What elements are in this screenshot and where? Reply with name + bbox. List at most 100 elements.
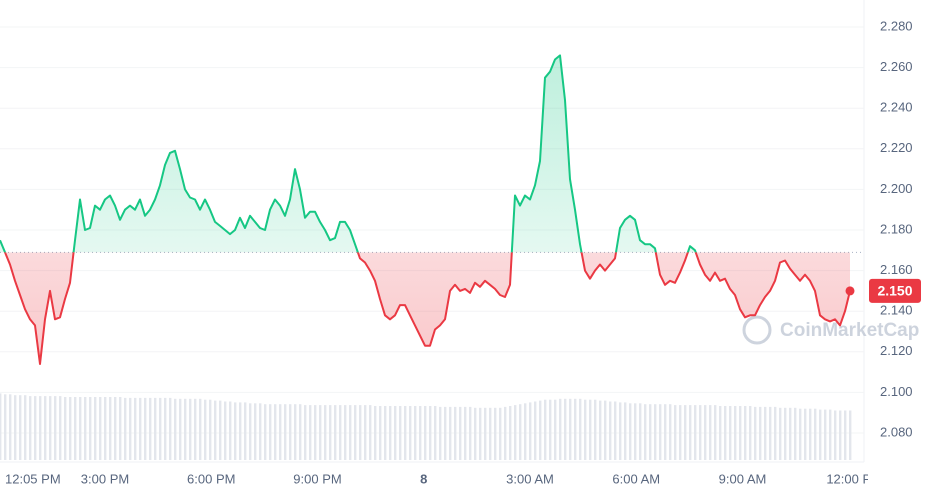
volume-bar	[304, 405, 307, 460]
volume-bar	[519, 404, 522, 460]
volume-bar	[199, 398, 202, 460]
volume-bar	[799, 408, 802, 460]
y-tick-label: 2.140	[880, 303, 913, 318]
volume-bar	[629, 403, 632, 460]
volume-bar	[194, 398, 197, 460]
volume-bar	[324, 405, 327, 460]
watermark: CoinMarketCap	[742, 315, 919, 345]
volume-bar	[359, 405, 362, 460]
volume-bar	[244, 402, 247, 460]
volume-bar	[339, 405, 342, 460]
volume-bar	[534, 401, 537, 460]
volume-bar	[249, 403, 252, 460]
volume-bar	[144, 397, 147, 460]
volume-bar	[429, 406, 432, 460]
volume-bar	[39, 396, 42, 460]
volume-bar	[699, 405, 702, 460]
volume-bar	[224, 401, 227, 460]
volume-bar	[749, 406, 752, 460]
volume-bar	[154, 397, 157, 460]
volume-bar	[664, 404, 667, 460]
volume-bar	[824, 409, 827, 460]
volume-bar	[729, 406, 732, 460]
volume-bar	[544, 399, 547, 460]
volume-bar	[674, 405, 677, 460]
volume-bar	[114, 397, 117, 460]
y-tick-label: 2.180	[880, 221, 913, 236]
volume-bar	[659, 404, 662, 460]
volume-bars	[0, 393, 852, 460]
volume-bar	[574, 398, 577, 460]
volume-bar	[119, 397, 122, 460]
volume-bar	[129, 397, 132, 460]
volume-bar	[819, 409, 822, 460]
x-tick-label: 6:00 AM	[612, 471, 660, 486]
volume-bar	[444, 406, 447, 460]
volume-bar	[294, 404, 297, 460]
volume-bar	[844, 410, 847, 460]
volume-bar	[634, 403, 637, 460]
volume-bar	[754, 406, 757, 460]
volume-bar	[369, 405, 372, 460]
volume-bar	[214, 400, 217, 460]
volume-bar	[724, 406, 727, 460]
volume-bar	[589, 399, 592, 460]
volume-bar	[619, 402, 622, 460]
volume-bar	[414, 406, 417, 460]
plot	[0, 54, 864, 365]
volume-bar	[579, 398, 582, 460]
volume-bar	[254, 403, 257, 460]
volume-bar	[74, 397, 77, 460]
volume-bar	[794, 407, 797, 460]
volume-bar	[284, 404, 287, 460]
volume-bar	[309, 405, 312, 460]
volume-bar	[24, 395, 27, 460]
y-tick-label: 2.240	[880, 100, 913, 115]
volume-bar	[329, 405, 332, 460]
volume-bar	[399, 406, 402, 460]
volume-bar	[279, 404, 282, 460]
volume-bar	[79, 397, 82, 460]
volume-bar	[274, 404, 277, 460]
line-down	[3, 252, 851, 365]
volume-bar	[594, 399, 597, 460]
y-tick-label: 2.220	[880, 140, 913, 155]
x-tick-label: 9:00 AM	[719, 471, 767, 486]
volume-bar	[179, 398, 182, 460]
volume-bar	[474, 407, 477, 460]
volume-bar	[9, 394, 12, 460]
volume-bar	[314, 405, 317, 460]
volume-bar	[44, 396, 47, 460]
volume-bar	[654, 404, 657, 460]
volume-bar	[34, 396, 37, 460]
volume-bar	[409, 406, 412, 460]
volume-bar	[564, 398, 567, 460]
volume-bar	[134, 397, 137, 460]
volume-bar	[169, 397, 172, 460]
volume-bar	[614, 401, 617, 460]
area-down	[5, 252, 850, 364]
volume-bar	[99, 397, 102, 460]
volume-bar	[774, 406, 777, 460]
volume-bar	[704, 405, 707, 460]
volume-bar	[229, 401, 232, 460]
volume-bar	[599, 400, 602, 460]
volume-bar	[289, 404, 292, 460]
volume-bar	[219, 400, 222, 460]
volume-bar	[264, 404, 267, 460]
volume-bar	[4, 394, 7, 460]
volume-bar	[124, 397, 127, 460]
volume-bar	[649, 404, 652, 460]
volume-bar	[804, 408, 807, 460]
volume-bar	[489, 407, 492, 460]
volume-bar	[839, 410, 842, 460]
volume-bar	[639, 403, 642, 460]
volume-bar	[469, 406, 472, 460]
x-tick-label: 8	[420, 471, 427, 486]
price-label-box	[869, 278, 921, 303]
last-point	[845, 286, 855, 296]
volume-bar	[204, 399, 207, 460]
volume-bar	[769, 406, 772, 460]
volume-bar	[349, 405, 352, 460]
price-label: 2.150	[877, 283, 912, 299]
